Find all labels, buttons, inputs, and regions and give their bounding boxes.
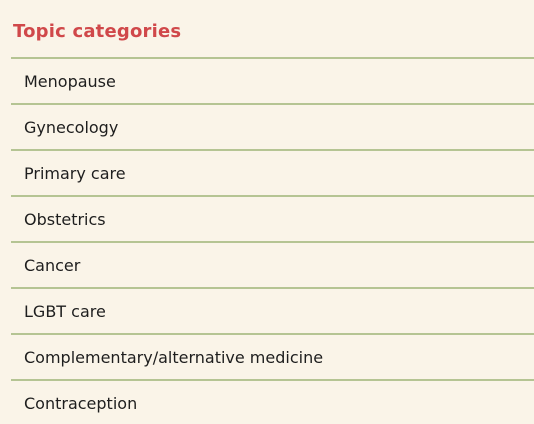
topic-item-primary-care[interactable]: Primary care bbox=[11, 151, 534, 197]
topic-item-lgbt-care[interactable]: LGBT care bbox=[11, 289, 534, 335]
topic-item-complementary-alternative-medicine[interactable]: Complementary/alternative medicine bbox=[11, 335, 534, 381]
topic-item-cancer[interactable]: Cancer bbox=[11, 243, 534, 289]
panel-title: Topic categories bbox=[13, 21, 182, 42]
topic-item-obstetrics[interactable]: Obstetrics bbox=[11, 197, 534, 243]
topic-item-contraception[interactable]: Contraception bbox=[24, 393, 138, 413]
topic-item-gynecology[interactable]: Gynecology bbox=[11, 105, 534, 151]
topic-list: Menopause Gynecology Primary care Obstet… bbox=[11, 57, 534, 424]
topic-item-menopause[interactable]: Menopause bbox=[11, 59, 534, 105]
